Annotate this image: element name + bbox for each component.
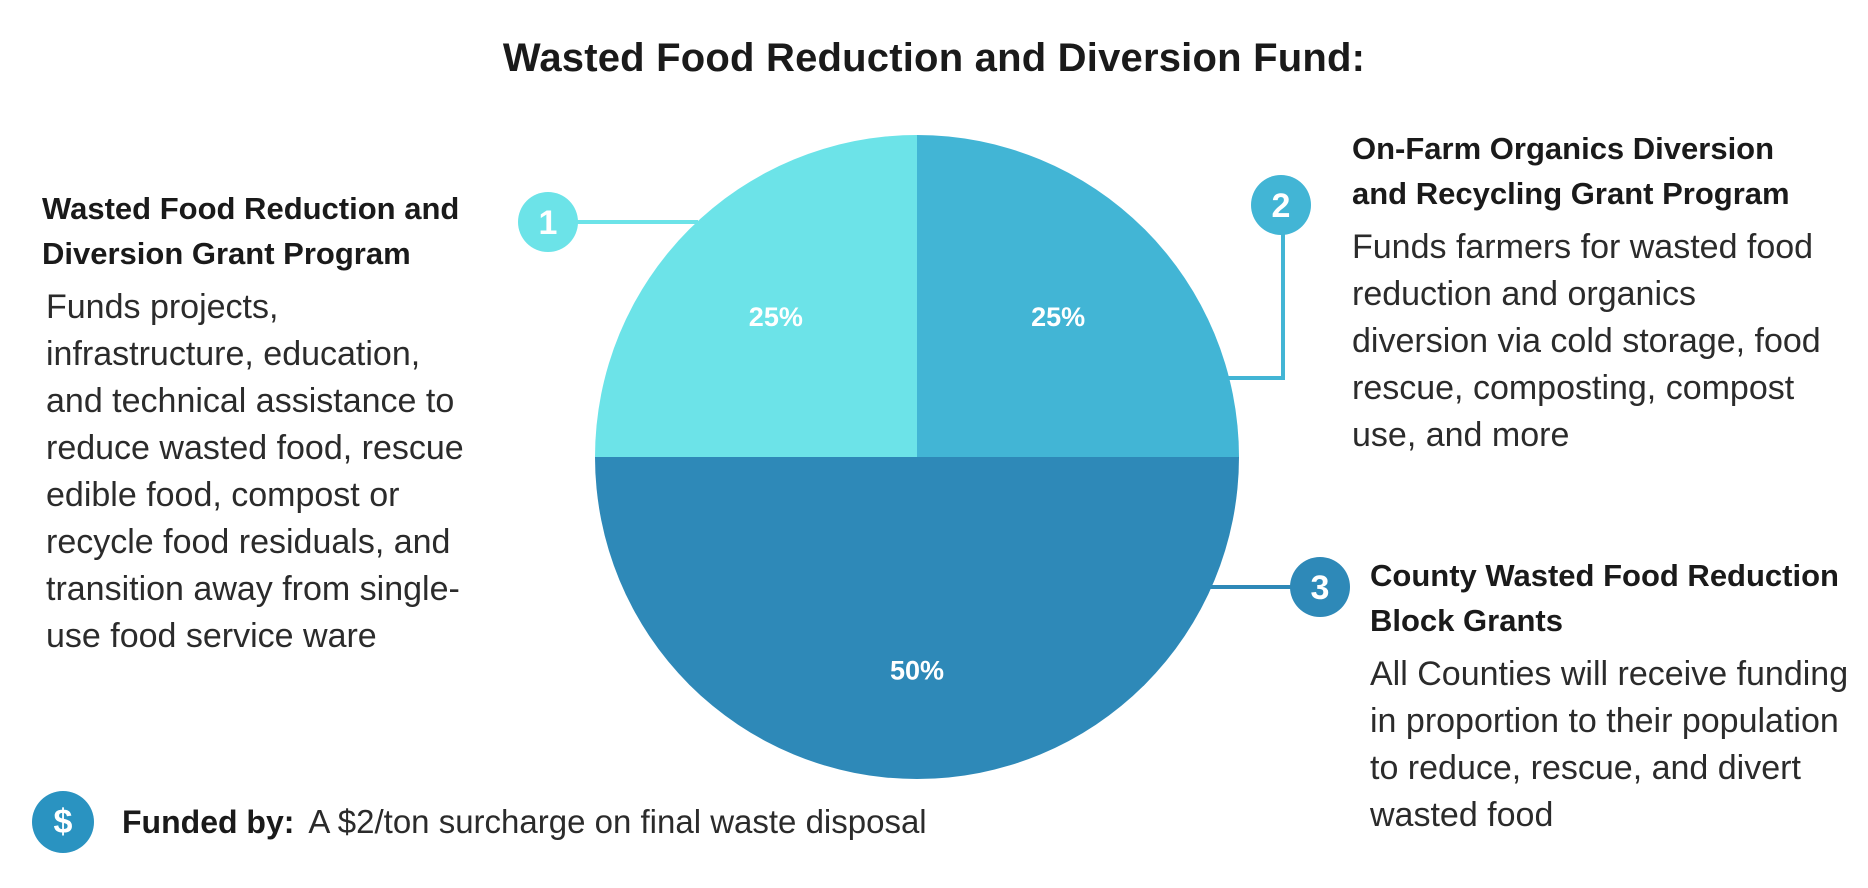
pie-slice-labels: 25% 25% 50% — [749, 302, 1085, 686]
marker-3: 3 — [1290, 557, 1350, 617]
marker-3-number: 3 — [1311, 569, 1330, 607]
pie-slice-1 — [595, 135, 917, 457]
pie-slice-label-2: 25% — [1031, 302, 1085, 332]
chart-title: Wasted Food Reduction and Diversion Fund… — [502, 36, 1366, 80]
funding-note: $ Funded by: A $2/ton surcharge on final… — [32, 790, 927, 854]
program-2-description: Funds farmers for wasted food reduction … — [1352, 228, 1821, 454]
dollar-icon: $ — [32, 791, 94, 853]
program-2-title: On-Farm Organics Diversion and Recycling… — [1352, 131, 1790, 211]
program-3-title: County Wasted Food Reduction Block Grant… — [1370, 558, 1839, 638]
pie-slice-label-3: 50% — [890, 656, 944, 686]
leader-line-2 — [1222, 232, 1285, 380]
number-markers: 1 2 3 — [518, 175, 1350, 617]
marker-2-number: 2 — [1272, 187, 1291, 225]
marker-1: 1 — [518, 192, 578, 252]
funding-text: A $2/ton surcharge on final waste dispos… — [308, 803, 927, 840]
pie-slices — [595, 135, 1239, 779]
pie-slice-3 — [595, 457, 1239, 779]
program-1-description: Funds projects, infrastructure, educatio… — [46, 288, 464, 655]
program-1-title: Wasted Food Reduction and Diversion Gran… — [42, 191, 460, 271]
pie-slice-label-1: 25% — [749, 302, 803, 332]
marker-1-number: 1 — [539, 204, 558, 242]
marker-2: 2 — [1251, 175, 1311, 235]
program-2-block: On-Farm Organics Diversion and Recycling… — [1352, 126, 1832, 459]
funding-label: Funded by: — [122, 803, 295, 840]
pie-slice-2 — [917, 135, 1239, 457]
program-3-block: County Wasted Food Reduction Block Grant… — [1370, 553, 1850, 839]
program-1-block: Wasted Food Reduction and Diversion Gran… — [42, 186, 512, 660]
program-3-description: All Counties will receive funding in pro… — [1370, 655, 1849, 834]
